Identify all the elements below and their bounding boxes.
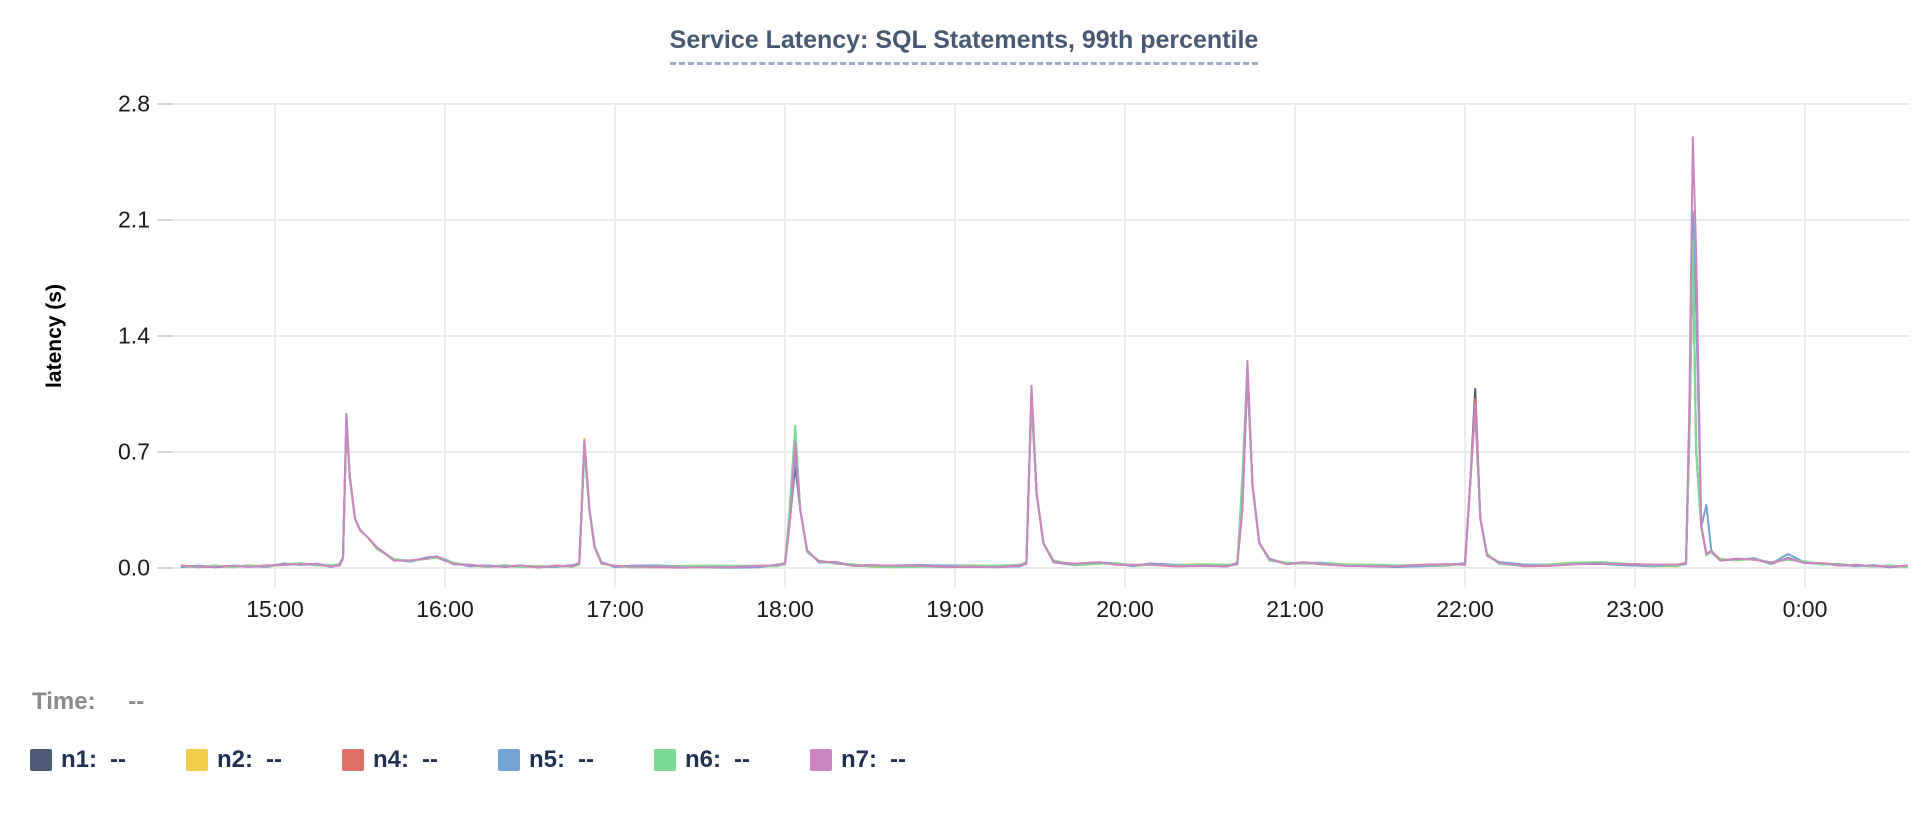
legend-label-n7: n7: bbox=[841, 746, 877, 773]
series-line-n4 bbox=[180, 248, 1908, 569]
legend-swatch-n2 bbox=[186, 749, 208, 771]
hover-time-row: Time: -- bbox=[32, 688, 144, 716]
series-line-n2 bbox=[180, 252, 1908, 569]
x-tick-label: 19:00 bbox=[926, 596, 984, 622]
legend-swatch-n1 bbox=[30, 749, 52, 771]
series-line-n1 bbox=[180, 243, 1908, 569]
y-tick-label: 2.8 bbox=[118, 90, 150, 117]
legend-swatch-n5 bbox=[498, 749, 520, 771]
legend-value-n4: -- bbox=[422, 746, 438, 773]
legend-label-n6: n6: bbox=[685, 746, 721, 773]
legend-value-n2: -- bbox=[266, 746, 282, 773]
plot-area[interactable] bbox=[157, 80, 1910, 600]
legend-value-n5: -- bbox=[578, 746, 594, 773]
x-tick-label: 15:00 bbox=[246, 596, 304, 622]
x-tick-label: 23:00 bbox=[1606, 596, 1664, 622]
x-tick-label: 16:00 bbox=[416, 596, 474, 622]
legend-row: n1: -- n2: -- n4: -- n5: -- n6: -- n7: -- bbox=[30, 746, 966, 774]
hover-time-label: Time: bbox=[32, 688, 96, 715]
legend-label-n2: n2: bbox=[217, 746, 253, 773]
legend-item-n2: n2: -- bbox=[186, 746, 342, 774]
y-axis-label: latency (s) bbox=[43, 284, 66, 388]
y-tick-label: 0.0 bbox=[118, 554, 150, 581]
chart-title-wrap: Service Latency: SQL Statements, 99th pe… bbox=[0, 26, 1928, 65]
x-tick-label: 20:00 bbox=[1096, 596, 1154, 622]
legend-value-n6: -- bbox=[734, 746, 750, 773]
hover-time-value: -- bbox=[128, 688, 145, 715]
legend-item-n6: n6: -- bbox=[654, 746, 810, 774]
legend-swatch-n6 bbox=[654, 749, 676, 771]
legend-value-n1: -- bbox=[110, 746, 126, 773]
x-tick-label: 22:00 bbox=[1436, 596, 1494, 622]
series-line-n5 bbox=[180, 210, 1908, 569]
series-line-n6 bbox=[180, 238, 1908, 569]
series-line-n7 bbox=[180, 136, 1908, 569]
legend-item-n5: n5: -- bbox=[498, 746, 654, 774]
chart-title[interactable]: Service Latency: SQL Statements, 99th pe… bbox=[669, 26, 1259, 65]
legend-swatch-n4 bbox=[342, 749, 364, 771]
x-tick-label: 18:00 bbox=[756, 596, 814, 622]
x-tick-label: 17:00 bbox=[586, 596, 644, 622]
x-tick-label: 0:00 bbox=[1782, 596, 1828, 622]
legend-label-n5: n5: bbox=[529, 746, 565, 773]
legend-label-n1: n1: bbox=[61, 746, 97, 773]
y-tick-label: 1.4 bbox=[118, 322, 150, 349]
legend-item-n7: n7: -- bbox=[810, 746, 966, 774]
legend-item-n1: n1: -- bbox=[30, 746, 186, 774]
x-tick-label: 21:00 bbox=[1266, 596, 1324, 622]
legend-item-n4: n4: -- bbox=[342, 746, 498, 774]
y-tick-label: 2.1 bbox=[118, 206, 150, 233]
legend-swatch-n7 bbox=[810, 749, 832, 771]
legend-label-n4: n4: bbox=[373, 746, 409, 773]
legend-value-n7: -- bbox=[890, 746, 906, 773]
y-tick-label: 0.7 bbox=[118, 438, 150, 465]
